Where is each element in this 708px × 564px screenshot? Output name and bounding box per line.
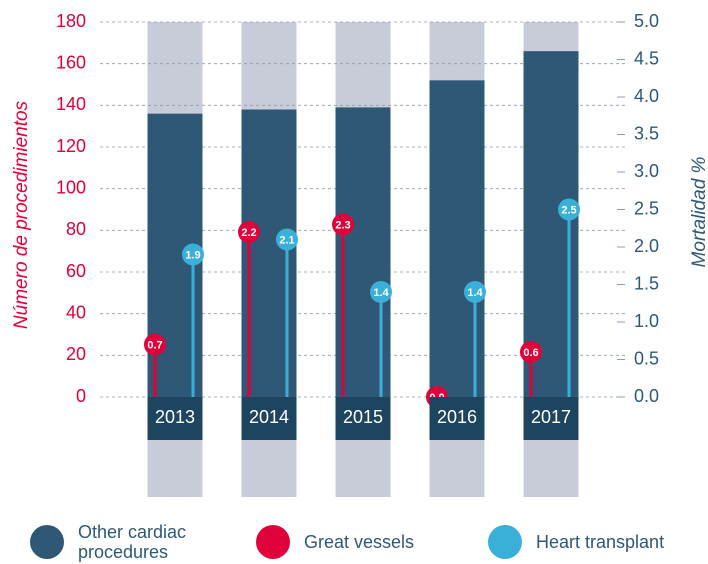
y2-tick-label: 1.5 [634, 273, 659, 293]
legend-label: Heart transplant [536, 532, 665, 552]
y2-tick-label: 5.0 [634, 11, 659, 31]
y2-tick-label: 2.0 [634, 236, 659, 256]
data-label: 1.4 [467, 287, 483, 299]
legend-item: Great vessels [256, 522, 504, 562]
y-tick-label: 60 [66, 261, 86, 281]
y2-tick-label: 0.0 [634, 386, 659, 406]
y-tick-label: 160 [56, 52, 86, 72]
y2-tick-label: 3.0 [634, 161, 659, 181]
y-tick-label: 80 [66, 219, 86, 239]
data-label: 1.9 [185, 249, 200, 261]
lollipop-head [558, 198, 580, 221]
lollipop-head [370, 281, 392, 303]
lollipop-head [332, 213, 354, 236]
legend-label: Other cardiac procedures [78, 522, 187, 562]
year-box [429, 397, 485, 440]
legend-swatch [256, 525, 290, 559]
data-label: 2.1 [279, 234, 294, 246]
y-tick-label: 40 [66, 302, 86, 322]
data-label: 0.7 [147, 339, 162, 351]
lollipop-head [276, 228, 298, 251]
legend-swatch [488, 525, 522, 559]
y-tick-label: 0 [76, 386, 86, 406]
x-tick-label: 2017 [531, 407, 571, 427]
legend-item: Heart transplant [488, 522, 708, 562]
year-box [335, 397, 391, 440]
y2-tick-label: 1.0 [634, 311, 659, 331]
data-label: 2.2 [241, 227, 256, 239]
lollipop-head [182, 243, 204, 266]
x-tick-label: 2016 [437, 407, 477, 427]
y2-tick-label: 4.0 [634, 86, 659, 106]
data-label: 1.4 [373, 287, 389, 299]
data-label: 0.6 [523, 347, 538, 359]
y-tick-label: 120 [56, 136, 86, 156]
lollipop-head [464, 281, 486, 303]
legend-label: Great vessels [304, 532, 415, 552]
legend-swatch [30, 525, 64, 559]
legend-item: Other cardiac procedures [30, 522, 228, 562]
x-tick-label: 2015 [343, 407, 383, 427]
y2-tick-label: 2.5 [634, 198, 659, 218]
x-tick-label: 2014 [249, 407, 289, 427]
y-tick-label: 180 [56, 11, 86, 31]
chart: Número de procedimientos Mortalidad % 0 2… [11, 11, 708, 497]
y-tick-label: 140 [56, 94, 86, 114]
y2-tick-label: 3.5 [634, 123, 659, 143]
x-tick-label: 2013 [155, 407, 195, 427]
year-box [147, 397, 203, 440]
y-tick-label: 20 [66, 344, 86, 364]
y2-tick-label: 0.5 [634, 348, 659, 368]
data-label: 2.5 [561, 204, 576, 216]
y2-tick-label: 4.5 [634, 48, 659, 68]
lollipop-head [520, 341, 542, 363]
lollipop-head [238, 221, 260, 243]
y-axis-title: Número de procedimientos [11, 100, 32, 329]
year-box [241, 397, 297, 440]
lollipop-head [144, 333, 166, 356]
year-box [523, 397, 579, 440]
y2-axis-title: Mortalidad % [689, 156, 708, 267]
y-tick-label: 100 [56, 177, 86, 197]
data-label: 2.3 [335, 219, 350, 231]
